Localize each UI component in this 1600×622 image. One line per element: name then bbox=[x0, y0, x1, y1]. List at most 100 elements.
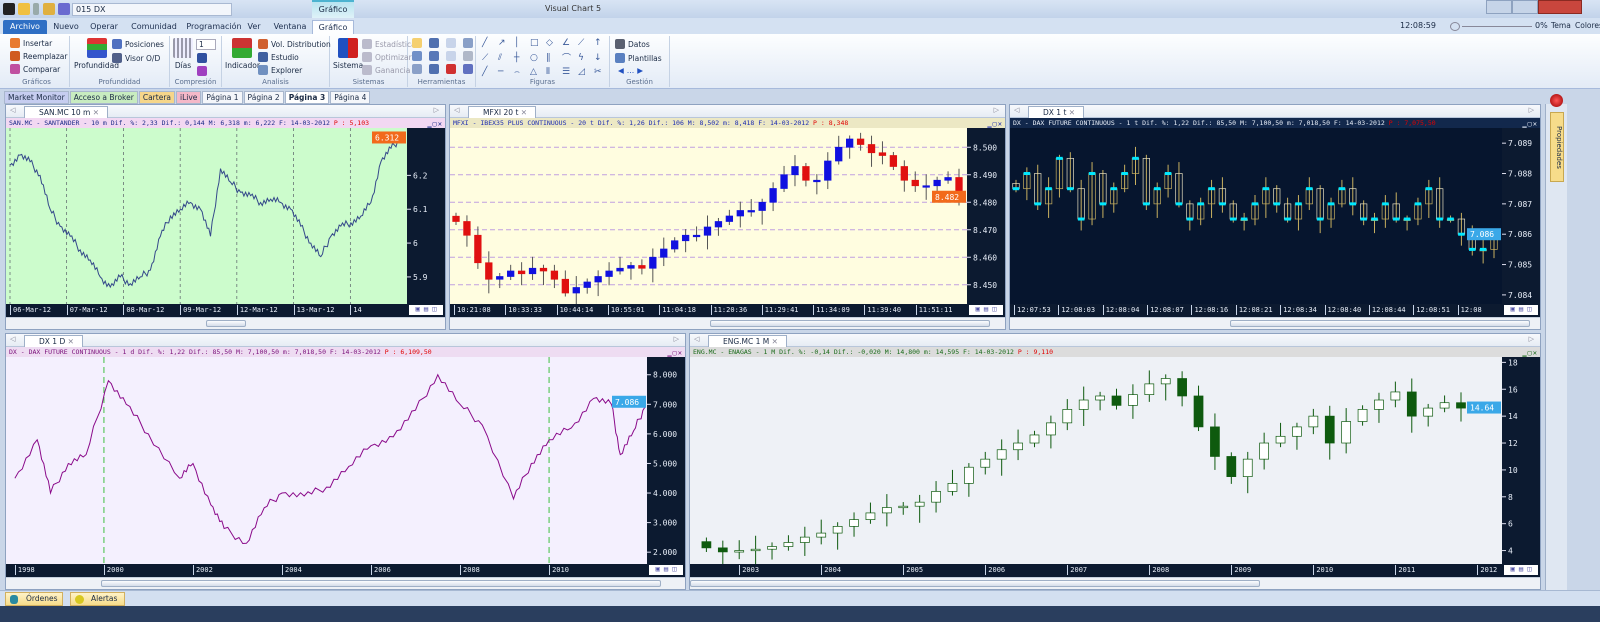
tab-scroll-left-icon[interactable]: ◁ bbox=[1014, 106, 1020, 114]
more-icon[interactable]: … bbox=[626, 66, 635, 75]
tab-scroll-left-icon[interactable]: ◁ bbox=[10, 106, 16, 114]
zoom-slider[interactable] bbox=[1462, 26, 1532, 27]
horizontal-scrollbar[interactable] bbox=[690, 577, 1540, 589]
window-buttons[interactable]: ▁▢✕ bbox=[427, 120, 443, 128]
chart-plot-area[interactable]: 8.000 7.000 6.000 5.000 4.000 3.000 2.000 7.086 bbox=[6, 357, 685, 564]
page-tab-market-monitor[interactable]: Market Monitor bbox=[4, 91, 69, 104]
maximize-button[interactable] bbox=[1512, 0, 1538, 14]
parallel-icon[interactable]: ∥ bbox=[546, 52, 551, 63]
system-button[interactable]: Sistema bbox=[333, 38, 363, 70]
tab-nuevo[interactable]: Nuevo bbox=[53, 22, 79, 31]
horizontal-scrollbar[interactable] bbox=[6, 577, 685, 589]
tab-ventana[interactable]: Ventana bbox=[273, 22, 307, 31]
explorer-button[interactable]: Explorer bbox=[258, 65, 302, 75]
data-button[interactable]: Datos bbox=[615, 39, 650, 49]
chart-plot-area[interactable]: 7.089 7.088 7.087 7.086 7.085 7.084 7.086 bbox=[1010, 128, 1540, 304]
close-tab-icon[interactable]: ✕ bbox=[520, 108, 528, 117]
chart-tab[interactable]: SAN.MC 10 m ✕ bbox=[24, 106, 109, 118]
frame-tool-icon[interactable] bbox=[446, 38, 456, 48]
chart-plot-area[interactable]: 6.2 6.1 6 5.9 6.312 bbox=[6, 128, 445, 304]
gain-button[interactable]: Ganancia bbox=[362, 65, 410, 75]
ellipse-icon[interactable]: ○ bbox=[530, 52, 538, 63]
open-folder-icon[interactable] bbox=[43, 3, 55, 15]
tab-programacion[interactable]: Programación bbox=[186, 22, 242, 31]
chart-type-button[interactable] bbox=[197, 53, 207, 63]
curve-icon[interactable]: ⌢ bbox=[514, 67, 520, 77]
window-tool-icon[interactable] bbox=[429, 51, 439, 61]
alerts-tab[interactable]: Alertas bbox=[70, 592, 125, 606]
arrow-icon[interactable]: ↑ bbox=[594, 38, 602, 48]
optimize-button[interactable]: Optimizar bbox=[362, 52, 412, 62]
minimize-button[interactable] bbox=[1486, 0, 1512, 14]
flag-tool-icon[interactable] bbox=[446, 64, 456, 74]
replace-button[interactable]: Reemplazar bbox=[10, 51, 67, 61]
axis-tools-icon[interactable]: ▣ ▤ ◫ bbox=[1504, 565, 1538, 575]
text-tool-icon[interactable] bbox=[446, 51, 456, 61]
study-button[interactable]: Estudio bbox=[258, 52, 299, 62]
chart-tab[interactable]: DX 1 t ✕ bbox=[1028, 106, 1085, 118]
down-arrow-icon[interactable]: ↓ bbox=[594, 52, 602, 63]
gann-icon[interactable]: ◿ bbox=[578, 67, 585, 77]
days-button[interactable]: Días bbox=[173, 38, 193, 70]
compression-value[interactable]: 1 bbox=[196, 39, 216, 50]
tab-operar[interactable]: Operar bbox=[90, 22, 118, 31]
triangle-icon[interactable]: △ bbox=[530, 67, 537, 77]
order-viewer-button[interactable]: Visor O/D bbox=[112, 53, 160, 63]
axis-tools-icon[interactable]: ▣ ▤ ◫ bbox=[1504, 305, 1538, 315]
channel-icon[interactable]: ⫽ bbox=[498, 52, 503, 63]
trend-icon[interactable]: ╱ bbox=[482, 67, 488, 77]
chart-plot-area[interactable]: 8.500 8.490 8.480 8.470 8.460 8.450 8.482 bbox=[450, 128, 1005, 304]
tab-scroll-right-icon[interactable]: ▷ bbox=[1528, 335, 1534, 343]
pin-icon[interactable] bbox=[33, 3, 39, 15]
arc-icon[interactable]: ⌒ bbox=[562, 54, 572, 64]
window-buttons[interactable]: ▁▢✕ bbox=[987, 120, 1003, 128]
tab-ver[interactable]: Ver bbox=[247, 22, 261, 31]
horizontal-scrollbar[interactable] bbox=[1010, 317, 1540, 329]
angle-icon[interactable]: ∠ bbox=[562, 38, 571, 48]
horizontal-scrollbar[interactable] bbox=[450, 317, 1005, 329]
properties-tab[interactable]: Propiedades bbox=[1550, 112, 1564, 182]
page-tab-cartera[interactable]: Cartera bbox=[138, 91, 175, 104]
window-buttons[interactable]: ▁▢✕ bbox=[1522, 349, 1538, 357]
next-icon[interactable]: ▶ bbox=[637, 66, 644, 75]
templates-button[interactable]: Plantillas bbox=[615, 53, 662, 63]
vol-distribution-button[interactable]: Vol. Distribution bbox=[258, 39, 331, 49]
statistics-button[interactable]: Estadística bbox=[362, 39, 416, 49]
line-icon[interactable]: ╱ bbox=[482, 38, 488, 48]
horizontal-line-icon[interactable]: ─ bbox=[498, 67, 504, 77]
tab-scroll-left-icon[interactable]: ◁ bbox=[10, 335, 16, 343]
color-button[interactable] bbox=[197, 66, 207, 76]
window-buttons[interactable]: ▁▢✕ bbox=[1522, 120, 1538, 128]
select-tool-icon[interactable] bbox=[412, 64, 422, 74]
close-tab-icon[interactable]: ✕ bbox=[67, 337, 74, 346]
tab-scroll-left-icon[interactable]: ◁ bbox=[694, 335, 700, 343]
page-tab-2[interactable]: Página 2 bbox=[243, 91, 284, 104]
scrollbar-thumb[interactable] bbox=[710, 320, 990, 327]
save-icon[interactable] bbox=[58, 3, 70, 15]
chart-tab[interactable]: ENG.MC 1 M ✕ bbox=[708, 335, 787, 347]
tab-scroll-right-icon[interactable]: ▷ bbox=[673, 335, 679, 343]
insert-button[interactable]: Insertar bbox=[10, 38, 52, 48]
page-tab-broker[interactable]: Acceso a Broker bbox=[69, 91, 138, 104]
horizontal-scrollbar[interactable] bbox=[6, 317, 445, 329]
close-tab-icon[interactable]: ✕ bbox=[771, 337, 778, 346]
arrow-line-icon[interactable]: ↗ bbox=[498, 38, 506, 48]
bars-icon[interactable]: ⦀ bbox=[546, 67, 550, 77]
scrollbar-thumb[interactable] bbox=[690, 580, 1260, 587]
quick-access-user-icon[interactable] bbox=[18, 3, 30, 15]
page-tab-3[interactable]: Página 3 bbox=[284, 91, 330, 104]
pointer-tool-icon[interactable] bbox=[412, 38, 422, 48]
tab-scroll-right-icon[interactable]: ▷ bbox=[993, 106, 999, 114]
table-tool-icon[interactable] bbox=[412, 51, 422, 61]
positions-button[interactable]: Posiciones bbox=[112, 39, 164, 49]
rectangle-icon[interactable]: □ bbox=[530, 38, 539, 48]
image-tool-icon[interactable] bbox=[463, 51, 473, 61]
prev-icon[interactable]: ◀ bbox=[618, 66, 624, 75]
axis-tools-icon[interactable]: ▣ ▤ ◫ bbox=[969, 305, 1003, 315]
zoom-tool-icon[interactable] bbox=[463, 38, 473, 48]
ray-icon[interactable]: ⟋ bbox=[482, 52, 489, 63]
chart-tab[interactable]: MFXI 20 t ✕ bbox=[468, 106, 537, 118]
levels-icon[interactable]: ☰ bbox=[562, 67, 571, 77]
close-tab-icon[interactable]: ✕ bbox=[92, 108, 100, 117]
page-tab-1[interactable]: Página 1 bbox=[202, 91, 243, 104]
